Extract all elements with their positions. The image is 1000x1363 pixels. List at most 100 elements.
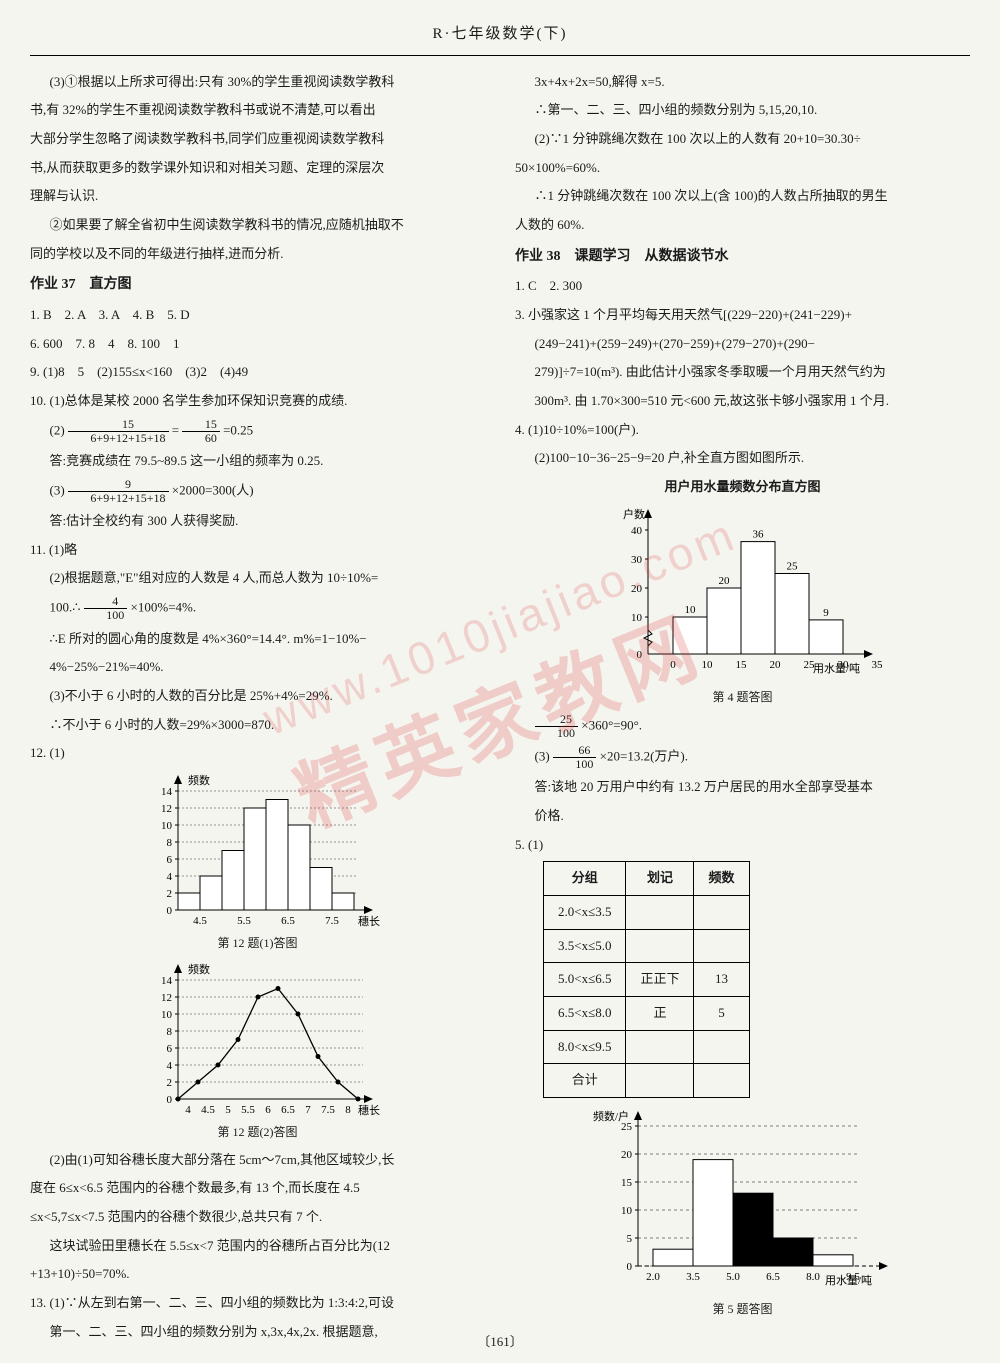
answers-37-row2: 6. 600 7. 8 4 8. 100 1 [30,332,485,357]
q4-eq1: 25100 ×360°=90°. [515,713,970,740]
q11-4: ∴E 所对的圆心角的度数是 4%×360°=14.4°. m%=1−10%− [30,627,485,652]
label: =0.25 [223,422,253,437]
chart4-title: 用户用水量频数分布直方图 [515,475,970,500]
text: 同的学校以及不同的年级进行抽样,进而分析. [30,242,485,267]
table-row: 合计 [544,1064,750,1098]
fraction: 1560 [182,418,220,445]
svg-text:25: 25 [621,1121,633,1133]
svg-text:7.5: 7.5 [325,915,339,927]
svg-text:10: 10 [621,1205,633,1217]
q12-2c: ≤x<5,7≤x<7.5 范围内的谷穗个数很少,总共只有 7 个. [30,1205,485,1230]
q10-3: (3) 96+9+12+15+18 ×2000=300(人) [30,478,485,505]
td: 合计 [544,1064,626,1098]
q4-4: 答:该地 20 万用户中约有 13.2 万户居民的用水全部享受基本 [515,775,970,800]
svg-text:14: 14 [161,786,173,798]
section-title-37: 作业 37 直方图 [30,272,485,299]
svg-text:9: 9 [823,607,829,619]
q3-4: 300m³. 由 1.70×300=510 元<600 元,故这张卡够小强家用 … [515,389,970,414]
td [694,929,749,963]
svg-text:3.5: 3.5 [686,1271,700,1283]
svg-text:20: 20 [769,659,781,671]
svg-text:6.5: 6.5 [766,1271,780,1283]
td: 13 [694,963,749,997]
svg-text:12: 12 [161,803,172,815]
td: 5 [694,997,749,1031]
th: 频数 [694,862,749,896]
q10-1: 10. (1)总体是某校 2000 名学生参加环保知识竞赛的成绩. [30,389,485,414]
svg-text:9.5: 9.5 [846,1271,860,1283]
q10-ans2: 答:估计全校约有 300 人获得奖励. [30,509,485,534]
fraction: 25100 [535,713,579,740]
svg-text:8: 8 [166,837,172,849]
svg-text:4: 4 [185,1104,191,1116]
svg-text:4: 4 [166,1060,172,1072]
fraction: 156+9+12+15+18 [68,418,169,445]
td [626,929,694,963]
fraction: 4100 [84,595,128,622]
left-column: (3)①根据以上所求可得出:只有 30%的学生重视阅读数学教科 书,有 32%的… [30,70,485,1349]
svg-text:穗长: 穗长 [358,915,380,928]
text: 书,有 32%的学生不重视阅读数学教科书或说不清楚,可以看出 [30,98,485,123]
q4-5: 价格. [515,804,970,829]
svg-text:0: 0 [166,905,172,917]
q13-1: 13. (1)∵从左到右第一、二、三、四小组的频数比为 1:3:4:2,可设 [30,1291,485,1316]
chart5-caption: 第 5 题答图 [515,1298,970,1321]
q12-2d: 这块试验田里穗长在 5.5≤x<7 范围内的谷穗所占百分比为(12 [30,1234,485,1259]
label: (3) [50,482,65,497]
q4-3: (3) 66100 ×20=13.2(万户). [515,744,970,771]
page-number: 〔161〕 [0,1330,1000,1355]
r3: (2)∵1 分钟跳绳次数在 100 次以上的人数有 20+10=30.30÷ [515,127,970,152]
table-row: 6.5<x≤8.0正5 [544,997,750,1031]
q11-2: (2)根据题意,"E"组对应的人数是 4 人,而总人数为 10÷10%= [30,566,485,591]
svg-text:2: 2 [166,1077,172,1089]
label: 100.∴ [50,600,81,615]
label: ×20=13.2(万户). [600,749,688,764]
svg-text:8: 8 [166,1026,172,1038]
page-header: R·七年级数学(下) [30,20,970,56]
q11-3: 100.∴ 4100 ×100%=4%. [30,595,485,622]
table-row: 3.5<x≤5.0 [544,929,750,963]
svg-text:8: 8 [345,1104,351,1116]
td [626,896,694,930]
td: 3.5<x≤5.0 [544,929,626,963]
td: 2.0<x≤3.5 [544,896,626,930]
svg-text:35: 35 [871,659,883,671]
svg-text:36: 36 [752,528,764,540]
label: (2) [50,422,65,437]
q4-2: (2)100−10−36−25−9=20 户,补全直方图如图所示. [515,446,970,471]
fraction: 96+9+12+15+18 [68,478,169,505]
q10-2: (2) 156+9+12+15+18 = 1560 =0.25 [30,418,485,445]
svg-text:5: 5 [626,1233,632,1245]
two-column-layout: (3)①根据以上所求可得出:只有 30%的学生重视阅读数学教科 书,有 32%的… [30,70,970,1349]
svg-text:6.5: 6.5 [281,915,295,927]
svg-text:2: 2 [166,888,172,900]
chart-12-2: 频数 穗长 02468101214 44.555.566.577.58 [128,959,388,1119]
svg-text:5.5: 5.5 [237,915,251,927]
table-row: 8.0<x≤9.5 [544,1030,750,1064]
td [694,896,749,930]
svg-text:6.5: 6.5 [281,1104,295,1116]
answers-37-row1: 1. B 2. A 3. A 4. B 5. D [30,303,485,328]
svg-text:6: 6 [166,854,172,866]
svg-text:10: 10 [631,612,643,624]
svg-text:6: 6 [265,1104,271,1116]
svg-text:5.5: 5.5 [241,1104,255,1116]
svg-text:5: 5 [225,1104,231,1116]
svg-text:30: 30 [631,554,643,566]
q11-6: (3)不小于 6 小时的人数的百分比是 25%+4%=29%. [30,684,485,709]
q12-2e: +13+10)÷50=70%. [30,1262,485,1287]
th: 分组 [544,862,626,896]
svg-text:0: 0 [636,649,642,661]
r2: ∴第一、二、三、四小组的频数分别为 5,15,20,10. [515,98,970,123]
svg-text:40: 40 [631,525,643,537]
q3-3: 279)]÷7=10(m³). 由此估计小强家冬季取暖一个月用天然气约为 [515,360,970,385]
svg-text:2.0: 2.0 [646,1271,660,1283]
svg-text:10: 10 [684,604,696,616]
svg-text:20: 20 [631,583,643,595]
svg-text:7: 7 [305,1104,311,1116]
svg-text:20: 20 [621,1149,633,1161]
chart-12-1: 频数 穗长 02468101214 4.55.56.57.5 [128,770,388,930]
svg-text:0: 0 [670,659,676,671]
text: ②如果要了解全省初中生阅读数学教科书的情况,应随机抽取不 [30,213,485,238]
chart-4: 户数 用水量/吨 102030400 0101520253035 1020362… [593,504,893,684]
